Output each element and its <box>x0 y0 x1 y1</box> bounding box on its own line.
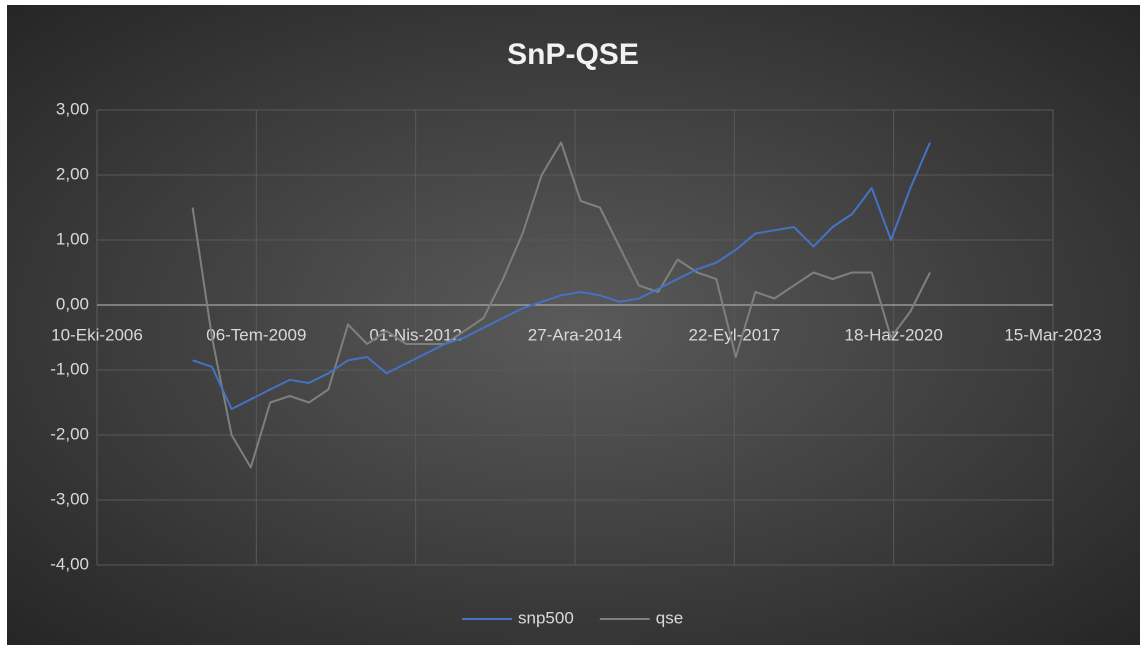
chart-title: SnP-QSE <box>507 38 639 71</box>
legend-label: qse <box>656 608 683 627</box>
chart-background <box>7 5 1140 645</box>
x-tick-label: 06-Tem-2009 <box>206 325 306 344</box>
y-tick-label: 2,00 <box>56 164 89 183</box>
x-tick-label: 27-Ara-2014 <box>528 325 623 344</box>
line-series <box>192 142 931 410</box>
y-tick-label: 0,00 <box>56 294 89 313</box>
y-tick-label: -2,00 <box>50 424 89 443</box>
x-tick-label: 22-Eyl-2017 <box>688 325 780 344</box>
line-series <box>191 141 931 469</box>
x-tick-label: 01-Nis-2012 <box>369 325 462 344</box>
legend-label: snp500 <box>518 608 574 627</box>
y-tick-label: -1,00 <box>50 359 89 378</box>
y-tick-label: -3,00 <box>50 489 89 508</box>
y-tick-label: 3,00 <box>56 99 89 118</box>
y-tick-label: 1,00 <box>56 229 89 248</box>
x-tick-label: 15-Mar-2023 <box>1004 325 1101 344</box>
y-tick-label: -4,00 <box>50 554 89 573</box>
x-tick-label: 10-Eki-2006 <box>51 325 143 344</box>
